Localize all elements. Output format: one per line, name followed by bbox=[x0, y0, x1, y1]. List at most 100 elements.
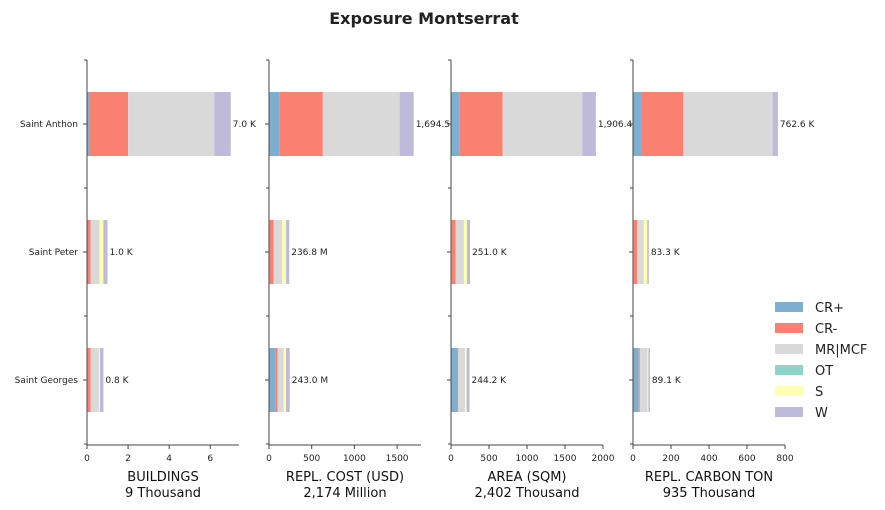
bar-w-3 bbox=[99, 348, 104, 412]
legend-label: CR+ bbox=[815, 301, 844, 316]
chart-panels: 7.0 K 1.0 K 0.8 K Saint Anthon Saint Peter Sa… bbox=[15, 59, 816, 501]
x-tick-label: 4 bbox=[166, 454, 172, 464]
x-tick-label: 2 bbox=[125, 454, 131, 464]
bar-w-2 bbox=[103, 220, 108, 284]
bar-mr-mcf-2 bbox=[637, 220, 644, 284]
bar-s-3 bbox=[465, 348, 467, 412]
data-label: 7.0 K bbox=[233, 120, 257, 130]
bar-cr--1 bbox=[633, 92, 642, 156]
bar-w-1 bbox=[772, 92, 778, 156]
bar-w-1 bbox=[582, 92, 596, 156]
legend-label: W bbox=[815, 406, 828, 421]
bar-w-1 bbox=[399, 92, 414, 156]
x-tick-label: 0 bbox=[630, 454, 636, 464]
bar-cr--3 bbox=[87, 348, 91, 412]
data-label: 89.1 K bbox=[652, 376, 682, 386]
bar-cr--1 bbox=[89, 92, 129, 156]
x-axis-title: AREA (SQM) bbox=[487, 470, 566, 485]
x-tick-label: 0 bbox=[266, 454, 272, 464]
x-axis-title: REPL. COST (USD) bbox=[286, 470, 404, 485]
x-tick-label: 1500 bbox=[554, 454, 577, 464]
bar-w-3 bbox=[286, 348, 290, 412]
bar-mr-mcf-3 bbox=[90, 348, 99, 412]
bar-cr--2 bbox=[87, 220, 91, 284]
x-tick-label: 500 bbox=[480, 454, 497, 464]
bar-s-2 bbox=[282, 220, 287, 284]
x-tick-label: 200 bbox=[662, 454, 679, 464]
bar-mr-mcf-3 bbox=[277, 348, 284, 412]
bar-mr-mcf-3 bbox=[458, 348, 466, 412]
bar-cr--3 bbox=[638, 348, 640, 412]
bar-s-3 bbox=[647, 348, 649, 412]
x-tick-label: 2000 bbox=[592, 454, 615, 464]
bar-cr--3 bbox=[633, 348, 639, 412]
legend-swatch bbox=[775, 344, 803, 354]
bar-w-1 bbox=[214, 92, 231, 156]
bar-mr-mcf-1 bbox=[502, 92, 583, 156]
legend-label: MR|MCF bbox=[815, 343, 867, 358]
bar-mr-mcf-2 bbox=[455, 220, 464, 284]
bar-cr--1 bbox=[279, 92, 323, 156]
data-label: 244.2 K bbox=[472, 376, 508, 386]
bar-mr-mcf-3 bbox=[639, 348, 648, 412]
category-label: Saint Anthon bbox=[20, 120, 78, 130]
bar-w-3 bbox=[466, 348, 470, 412]
chart-title: Exposure Montserrat bbox=[329, 9, 519, 28]
data-label: 1.0 K bbox=[110, 248, 134, 258]
legend-swatch bbox=[775, 365, 803, 375]
panel-1: 7.0 K 1.0 K 0.8 K Saint Anthon Saint Peter Sa… bbox=[15, 59, 257, 501]
x-tick-label: 0 bbox=[448, 454, 454, 464]
bar-mr-mcf-1 bbox=[683, 92, 773, 156]
bar-mr-mcf-1 bbox=[322, 92, 400, 156]
bar-s-3 bbox=[98, 348, 100, 412]
legend-swatch bbox=[775, 386, 803, 396]
x-tick-label: 500 bbox=[303, 454, 320, 464]
bar-w-2 bbox=[647, 220, 649, 284]
x-axis-title: BUILDINGS bbox=[127, 470, 198, 485]
bar-s-2 bbox=[643, 220, 648, 284]
bar-s-2 bbox=[99, 220, 104, 284]
category-label: Saint Georges bbox=[15, 376, 79, 386]
x-axis-subtitle: 9 Thousand bbox=[125, 486, 201, 501]
legend-label: OT bbox=[815, 364, 833, 379]
bar-w-3 bbox=[648, 348, 650, 412]
x-tick-label: 0 bbox=[84, 454, 90, 464]
data-label: 762.6 K bbox=[780, 120, 816, 130]
legend-swatch bbox=[775, 302, 803, 312]
bar-cr--1 bbox=[459, 92, 503, 156]
legend-swatch bbox=[775, 323, 803, 333]
legend-label: CR- bbox=[815, 322, 838, 337]
data-label: 236.8 M bbox=[291, 248, 327, 258]
bar-cr--3 bbox=[457, 348, 459, 412]
bar-s-3 bbox=[283, 348, 287, 412]
bar-mr-mcf-2 bbox=[90, 220, 100, 284]
data-label: 1,694.5 bbox=[416, 120, 450, 130]
bar-s-2 bbox=[463, 220, 467, 284]
bar-cr--2 bbox=[451, 220, 456, 284]
panel-2: 1,694.5 236.8 M 243.0 M 0 500 1000 1500 REPL. C… bbox=[265, 59, 450, 501]
data-label: 1,906.4 bbox=[598, 120, 633, 130]
x-tick-label: 600 bbox=[738, 454, 755, 464]
bar-mr-mcf-1 bbox=[128, 92, 215, 156]
bar-cr--1 bbox=[641, 92, 684, 156]
legend-label: S bbox=[815, 385, 823, 400]
bar-cr--3 bbox=[451, 348, 458, 412]
x-tick-label: 800 bbox=[776, 454, 793, 464]
bar-cr--3 bbox=[269, 348, 276, 412]
bar-w-2 bbox=[286, 220, 290, 284]
x-tick-label: 1000 bbox=[343, 454, 366, 464]
x-axis-subtitle: 2,174 Million bbox=[303, 486, 386, 501]
category-label: Saint Peter bbox=[29, 248, 79, 258]
bar-cr--3 bbox=[275, 348, 278, 412]
x-axis-subtitle: 935 Thousand bbox=[663, 486, 756, 501]
x-tick-label: 1000 bbox=[516, 454, 539, 464]
x-axis-subtitle: 2,402 Thousand bbox=[475, 486, 580, 501]
panel-3: 1,906.4 251.0 K 244.2 K 0 500 1000 1500 2000 ARE… bbox=[447, 59, 633, 501]
bar-cr--2 bbox=[269, 220, 274, 284]
bar-cr--1 bbox=[269, 92, 280, 156]
bar-cr--1 bbox=[451, 92, 460, 156]
data-label: 83.3 K bbox=[651, 248, 681, 258]
bar-mr-mcf-2 bbox=[273, 220, 283, 284]
x-tick-label: 400 bbox=[700, 454, 717, 464]
